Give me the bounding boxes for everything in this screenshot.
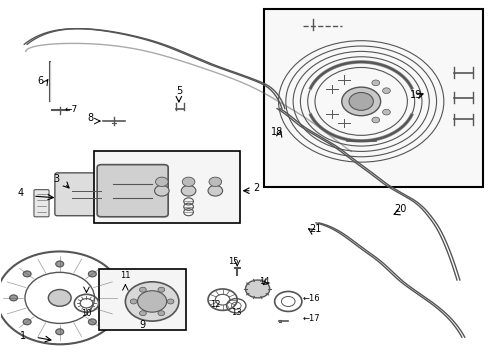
Circle shape xyxy=(181,185,196,196)
Circle shape xyxy=(88,319,96,325)
Circle shape xyxy=(207,185,222,196)
Text: ←7: ←7 xyxy=(64,105,78,114)
Circle shape xyxy=(158,311,164,316)
Circle shape xyxy=(382,88,389,94)
Text: 6: 6 xyxy=(37,76,43,86)
Circle shape xyxy=(137,291,166,312)
Circle shape xyxy=(158,287,164,292)
Circle shape xyxy=(56,329,63,335)
FancyBboxPatch shape xyxy=(97,165,168,217)
Circle shape xyxy=(341,87,380,116)
Bar xyxy=(99,269,186,330)
Circle shape xyxy=(348,93,372,111)
Circle shape xyxy=(125,282,179,321)
Circle shape xyxy=(56,261,63,267)
Text: 15: 15 xyxy=(227,257,238,266)
Circle shape xyxy=(139,287,146,292)
Text: 10: 10 xyxy=(81,309,92,318)
Circle shape xyxy=(102,295,109,301)
Circle shape xyxy=(139,311,146,316)
Text: 13: 13 xyxy=(231,308,242,317)
FancyBboxPatch shape xyxy=(34,190,49,217)
Circle shape xyxy=(23,319,31,325)
Text: 1: 1 xyxy=(20,331,26,341)
Circle shape xyxy=(371,80,379,86)
Text: 2: 2 xyxy=(253,183,259,193)
Circle shape xyxy=(154,185,169,196)
Text: 18: 18 xyxy=(271,127,283,138)
Circle shape xyxy=(48,289,71,306)
Text: 9: 9 xyxy=(139,320,145,330)
Bar xyxy=(264,9,482,187)
Text: 14: 14 xyxy=(258,276,269,285)
Circle shape xyxy=(245,280,269,298)
Text: 11: 11 xyxy=(120,271,130,280)
Circle shape xyxy=(182,177,195,186)
Text: 4: 4 xyxy=(18,188,24,198)
Text: 5: 5 xyxy=(175,86,182,96)
Circle shape xyxy=(10,295,18,301)
Bar xyxy=(94,152,239,223)
Text: 3: 3 xyxy=(54,174,60,184)
FancyBboxPatch shape xyxy=(55,173,108,216)
Text: 19: 19 xyxy=(409,90,421,100)
Text: 21: 21 xyxy=(308,224,321,234)
Circle shape xyxy=(23,271,31,277)
Circle shape xyxy=(382,109,389,115)
Circle shape xyxy=(371,117,379,123)
Circle shape xyxy=(155,177,168,186)
Text: ←17: ←17 xyxy=(302,314,320,323)
Circle shape xyxy=(167,299,174,304)
Circle shape xyxy=(88,271,96,277)
Text: 12: 12 xyxy=(210,300,220,309)
Circle shape xyxy=(208,177,221,186)
Text: 8: 8 xyxy=(87,113,94,123)
Text: 20: 20 xyxy=(393,204,406,214)
Circle shape xyxy=(130,299,137,304)
Text: ←16: ←16 xyxy=(302,294,320,303)
